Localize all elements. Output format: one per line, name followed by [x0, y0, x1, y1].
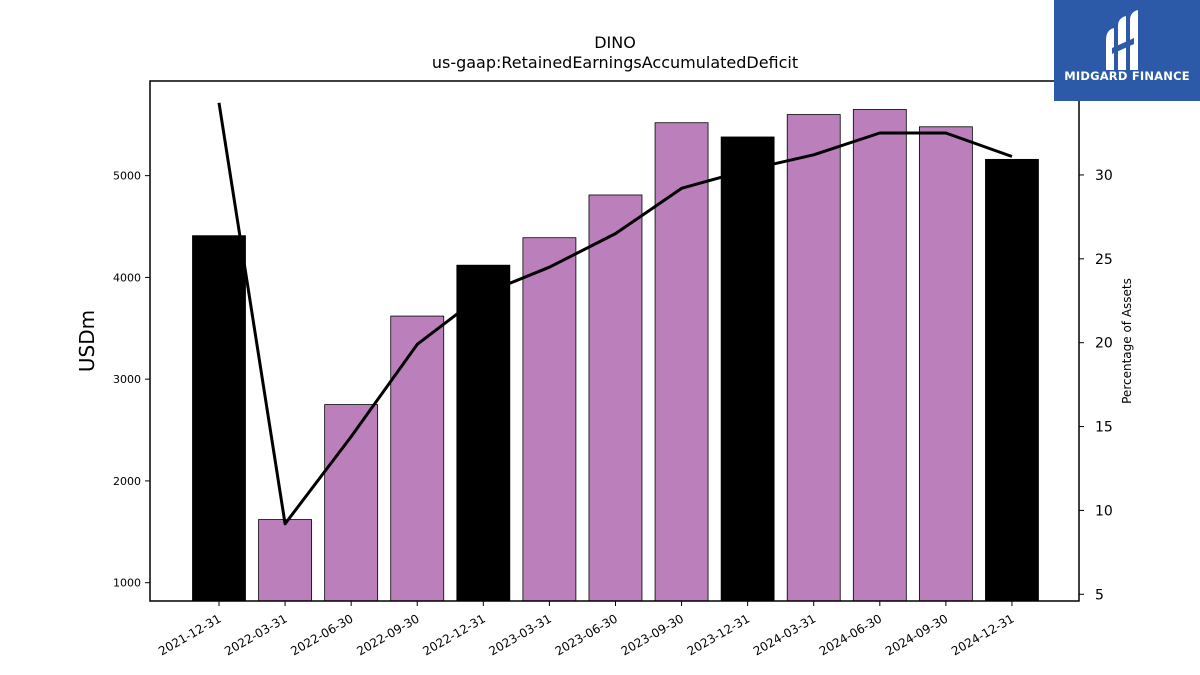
y2-tick-label: 5: [1095, 587, 1104, 603]
x-tick-label: 2023-03-31: [486, 611, 553, 658]
x-tick-label: 2023-09-30: [619, 611, 686, 658]
chart-title: DINO: [594, 33, 636, 52]
y2-tick-label: 20: [1095, 336, 1113, 352]
y-tick-label: 2000: [113, 475, 141, 488]
bar: [522, 237, 577, 602]
bar: [588, 194, 643, 602]
x-tick-label: 2024-12-31: [949, 611, 1016, 658]
bar: [390, 315, 445, 602]
x-tick-label: 2024-09-30: [883, 611, 950, 658]
bar: [852, 109, 907, 602]
y2-tick-label: 30: [1095, 168, 1113, 184]
x-tick-label: 2023-06-30: [553, 611, 620, 658]
logo-text: MIDGARD FINANCE: [1064, 69, 1190, 83]
y-tick-label: 5000: [113, 170, 141, 183]
y-axis-label: USDm: [75, 310, 99, 372]
y2-axis-label: Percentage of Assets: [1120, 278, 1134, 404]
plot-frame: [149, 80, 1080, 602]
series-line: [217, 102, 1013, 526]
x-tick-label: 2024-06-30: [817, 611, 884, 658]
bar: [654, 122, 709, 602]
logo-mark-icon: [1106, 10, 1138, 70]
y2-tick-label: 10: [1095, 503, 1113, 519]
bar: [192, 235, 246, 602]
bar: [720, 136, 775, 602]
bars-group: [192, 109, 1039, 602]
logo: MIDGARD FINANCE: [1054, 0, 1200, 101]
x-tick-label: 2021-12-31: [156, 611, 223, 658]
right-axis-ticks: 5 10 15 20 25 30: [1079, 168, 1113, 603]
bar: [258, 519, 312, 602]
x-axis-ticks: 2021-12-312022-03-312022-06-302022-09-30…: [156, 601, 1016, 658]
y2-tick-label: 15: [1095, 420, 1113, 436]
x-tick-label: 2022-09-30: [354, 611, 421, 658]
x-tick-label: 2022-03-31: [222, 611, 289, 658]
bar: [456, 264, 511, 602]
left-axis-ticks: 1000 2000 3000 4000 5000: [113, 170, 150, 590]
bar: [786, 114, 841, 602]
bar: [985, 158, 1039, 602]
x-tick-label: 2022-12-31: [420, 611, 487, 658]
bar: [918, 126, 973, 602]
x-tick-label: 2024-03-31: [751, 611, 818, 658]
y-tick-label: 1000: [113, 577, 141, 590]
chart-subtitle: us-gaap:RetainedEarningsAccumulatedDefic…: [432, 53, 798, 72]
y-tick-label: 4000: [113, 271, 141, 284]
line-group: [217, 102, 1013, 526]
y-tick-label: 3000: [113, 373, 141, 386]
x-tick-label: 2022-06-30: [288, 611, 355, 658]
x-tick-label: 2023-12-31: [685, 611, 752, 658]
y2-tick-label: 25: [1095, 252, 1113, 268]
